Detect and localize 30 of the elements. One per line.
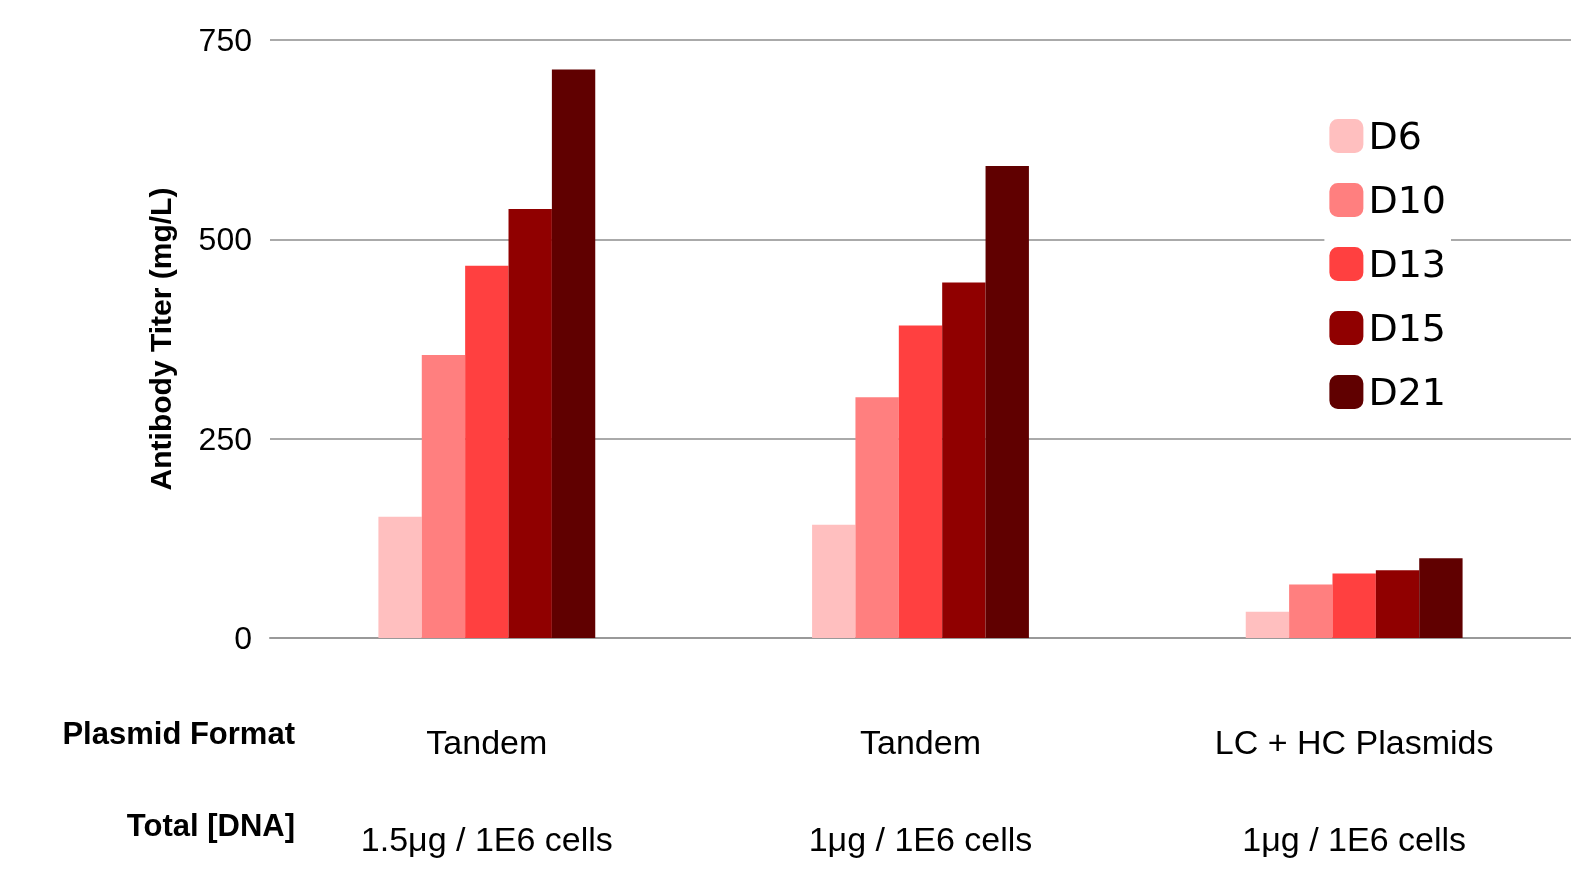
bar [1289, 584, 1333, 638]
bar [1375, 570, 1420, 638]
bar [1419, 558, 1463, 638]
y-tick-label: 500 [198, 221, 252, 258]
y-tick-label: 250 [198, 420, 252, 457]
legend-label: D21 [1368, 370, 1447, 414]
bar [551, 69, 596, 638]
bar [942, 282, 986, 638]
category-label: Tandem 1μg / 1E6 cells [808, 722, 1033, 858]
text: Total [DNA] [126, 808, 295, 843]
bar [465, 265, 509, 638]
legend-label: D10 [1368, 178, 1447, 222]
category-label: LC + HC Plasmids 1μg / 1E6 cells [1214, 722, 1494, 858]
y-axis-title: Antibody Titer (mg/L) [143, 187, 177, 491]
legend-label: D15 [1368, 306, 1447, 350]
y-tick-label: 750 [198, 22, 252, 58]
bar [985, 165, 1029, 638]
bar [855, 397, 899, 638]
bar [421, 354, 466, 638]
legend-label: D6 [1368, 114, 1422, 158]
category-label: Tandem 1.5μg / 1E6 cells [360, 722, 613, 858]
bar [898, 325, 943, 638]
bar [378, 516, 422, 638]
y-tick-label: 0 [234, 620, 252, 656]
bar [1245, 611, 1290, 638]
bar [812, 524, 856, 638]
legend-label: D13 [1368, 242, 1447, 286]
bar [508, 209, 552, 638]
bar [1332, 573, 1376, 638]
text: Plasmid Format [62, 716, 295, 751]
